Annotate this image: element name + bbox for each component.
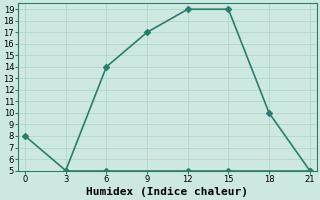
X-axis label: Humidex (Indice chaleur): Humidex (Indice chaleur) <box>86 186 248 197</box>
